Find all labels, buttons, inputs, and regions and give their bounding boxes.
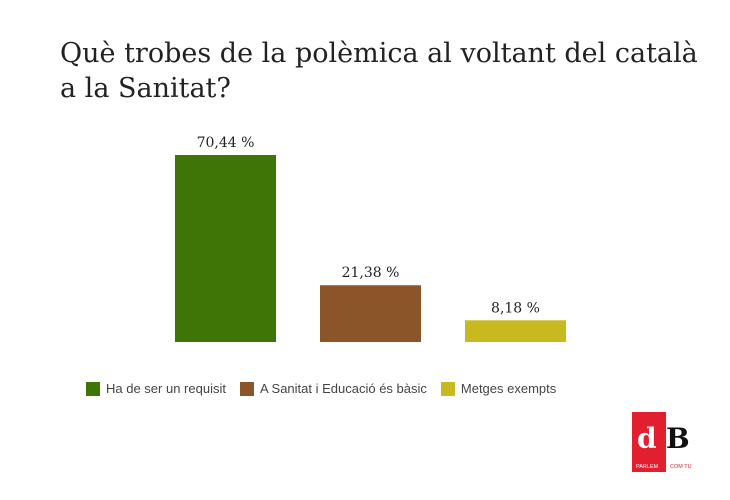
svg-text:B: B xyxy=(666,422,690,455)
bar xyxy=(175,155,276,342)
legend-item: A Sanitat i Educació és bàsic xyxy=(239,381,427,396)
legend-label: Metges exempts xyxy=(460,381,557,396)
legend-item: Ha de ser un requisit xyxy=(86,381,226,396)
legend-swatch xyxy=(86,381,100,396)
db-logo: d B PARLEM COM TU xyxy=(632,412,692,472)
legend-label: Ha de ser un requisit xyxy=(106,381,226,396)
legend: Ha de ser un requisit A Sanitat i Educac… xyxy=(86,381,556,396)
data-label: 21,38 % xyxy=(342,265,400,281)
legend-swatch xyxy=(440,381,455,396)
bar xyxy=(320,285,421,342)
bar xyxy=(465,320,566,342)
chart-title: Què trobes de la polèmica al voltant del… xyxy=(60,38,698,104)
svg-text:d: d xyxy=(637,422,657,455)
legend-label: A Sanitat i Educació és bàsic xyxy=(259,381,427,396)
svg-text:COM TU: COM TU xyxy=(670,464,692,470)
data-label: 70,44 % xyxy=(197,135,255,151)
legend-item: Metges exempts xyxy=(440,381,557,396)
legend-swatch xyxy=(239,381,254,396)
svg-text:PARLEM: PARLEM xyxy=(636,464,659,470)
data-label: 8,18 % xyxy=(491,300,540,316)
